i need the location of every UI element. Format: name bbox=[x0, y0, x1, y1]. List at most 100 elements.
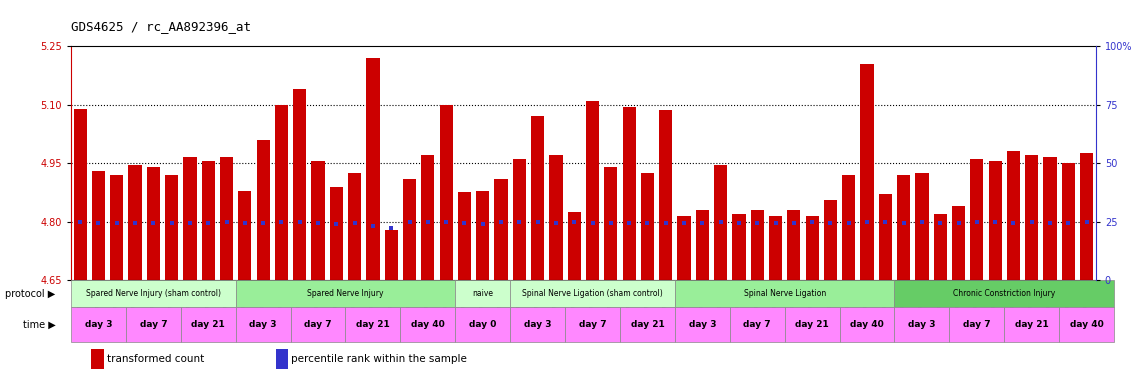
Point bbox=[968, 219, 986, 225]
Bar bbox=[970, 159, 984, 280]
Point bbox=[1004, 220, 1022, 226]
Text: percentile rank within the sample: percentile rank within the sample bbox=[291, 354, 467, 364]
Bar bbox=[513, 159, 526, 280]
Point bbox=[1059, 220, 1077, 226]
Bar bbox=[949, 307, 1004, 342]
Point bbox=[693, 220, 711, 226]
Bar bbox=[674, 280, 894, 307]
Point bbox=[382, 225, 401, 231]
Bar bbox=[860, 64, 874, 280]
Point bbox=[784, 220, 803, 226]
Bar bbox=[421, 156, 434, 280]
Point bbox=[529, 219, 547, 225]
Bar bbox=[696, 210, 709, 280]
Bar bbox=[110, 175, 124, 280]
Point bbox=[309, 220, 327, 226]
Bar bbox=[1004, 307, 1059, 342]
Bar bbox=[788, 210, 800, 280]
Text: day 3: day 3 bbox=[524, 320, 552, 329]
Bar bbox=[126, 307, 181, 342]
Point bbox=[913, 219, 931, 225]
Point bbox=[511, 219, 529, 225]
Bar bbox=[1080, 154, 1093, 280]
Bar bbox=[346, 307, 401, 342]
Bar bbox=[128, 165, 142, 280]
Point bbox=[986, 219, 1004, 225]
Text: day 7: day 7 bbox=[305, 320, 332, 329]
Bar bbox=[458, 192, 471, 280]
Bar bbox=[456, 307, 511, 342]
Bar bbox=[641, 173, 654, 280]
Point bbox=[583, 220, 601, 226]
Bar bbox=[1059, 307, 1114, 342]
Text: naive: naive bbox=[472, 289, 493, 298]
Bar bbox=[256, 140, 270, 280]
Bar bbox=[566, 307, 619, 342]
Point bbox=[729, 220, 748, 226]
Point bbox=[619, 220, 638, 226]
Bar bbox=[220, 157, 234, 280]
Point bbox=[419, 219, 437, 225]
Point bbox=[876, 219, 894, 225]
Bar bbox=[71, 280, 236, 307]
Text: day 21: day 21 bbox=[191, 320, 226, 329]
Bar bbox=[1061, 163, 1075, 280]
Bar bbox=[385, 230, 397, 280]
Point bbox=[273, 219, 291, 225]
Bar bbox=[951, 206, 965, 280]
Text: day 7: day 7 bbox=[963, 320, 990, 329]
Text: day 0: day 0 bbox=[469, 320, 497, 329]
Bar bbox=[769, 216, 782, 280]
Text: day 7: day 7 bbox=[140, 320, 167, 329]
Point bbox=[254, 220, 273, 226]
Text: time ▶: time ▶ bbox=[23, 319, 56, 329]
Point bbox=[711, 219, 729, 225]
Bar bbox=[1043, 157, 1057, 280]
Bar bbox=[511, 280, 674, 307]
Point bbox=[163, 220, 181, 226]
Text: GDS4625 / rc_AA892396_at: GDS4625 / rc_AA892396_at bbox=[71, 20, 251, 33]
Text: day 40: day 40 bbox=[850, 320, 884, 329]
Bar bbox=[456, 280, 511, 307]
Text: day 3: day 3 bbox=[908, 320, 935, 329]
Bar bbox=[751, 210, 764, 280]
Bar bbox=[236, 280, 456, 307]
Bar bbox=[183, 157, 197, 280]
Bar bbox=[311, 161, 325, 280]
Text: transformed count: transformed count bbox=[106, 354, 204, 364]
Point bbox=[327, 221, 346, 227]
Point bbox=[821, 220, 839, 226]
Bar bbox=[714, 165, 727, 280]
Point bbox=[181, 220, 199, 226]
Bar bbox=[623, 107, 635, 280]
Point bbox=[858, 219, 876, 225]
Point bbox=[656, 220, 674, 226]
Bar bbox=[511, 307, 566, 342]
Point bbox=[218, 219, 236, 225]
Bar bbox=[366, 58, 379, 280]
Text: day 7: day 7 bbox=[743, 320, 771, 329]
Bar bbox=[181, 307, 236, 342]
Point bbox=[1041, 220, 1059, 226]
Point bbox=[236, 220, 254, 226]
Text: Chronic Constriction Injury: Chronic Constriction Injury bbox=[953, 289, 1056, 298]
Point bbox=[766, 220, 784, 226]
Bar bbox=[495, 179, 507, 280]
Bar bbox=[348, 173, 361, 280]
Point bbox=[931, 220, 949, 226]
Point bbox=[108, 220, 126, 226]
Bar bbox=[988, 161, 1002, 280]
Text: day 7: day 7 bbox=[578, 320, 607, 329]
Text: day 3: day 3 bbox=[250, 320, 277, 329]
Bar bbox=[293, 89, 307, 280]
Point bbox=[1077, 219, 1096, 225]
Text: day 3: day 3 bbox=[688, 320, 716, 329]
Bar bbox=[586, 101, 599, 280]
Point bbox=[894, 220, 913, 226]
Bar bbox=[276, 349, 289, 369]
Point bbox=[949, 220, 968, 226]
Bar bbox=[71, 307, 126, 342]
Point bbox=[144, 220, 163, 226]
Bar bbox=[784, 307, 839, 342]
Point bbox=[601, 220, 619, 226]
